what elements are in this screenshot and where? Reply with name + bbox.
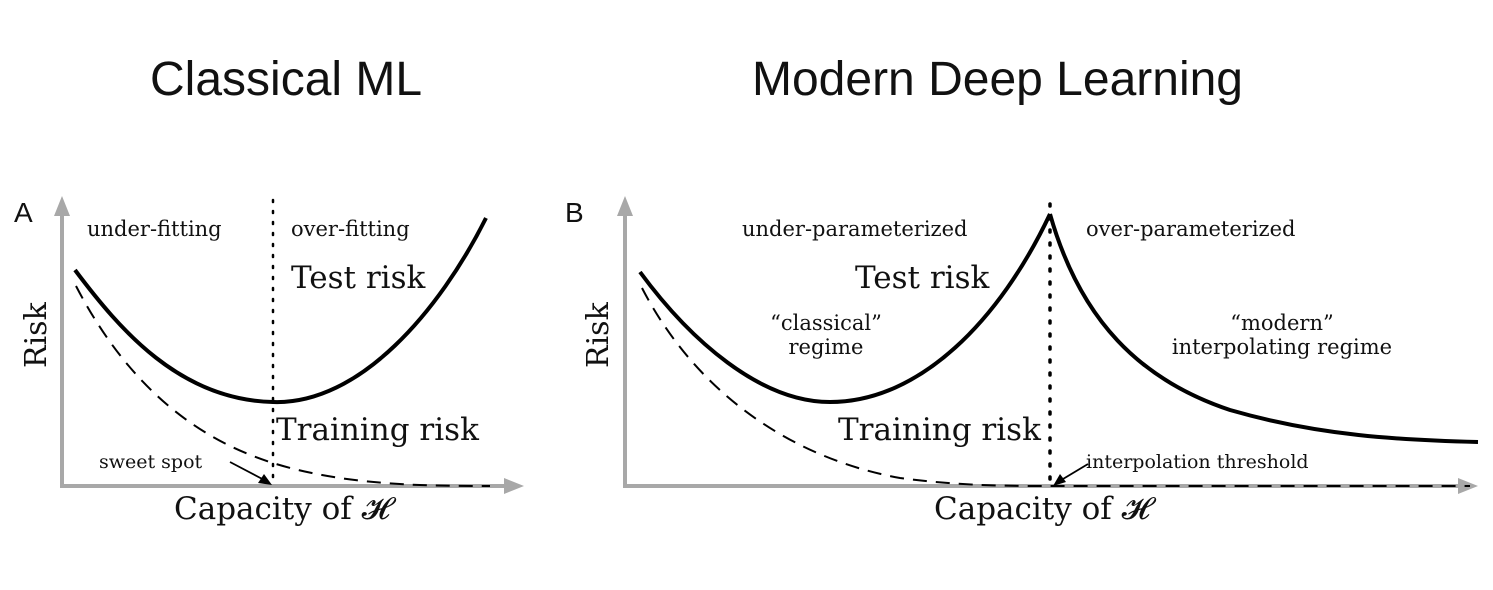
modern-deep-learning-heading: Modern Deep Learning xyxy=(752,53,1243,106)
panel-b-overparameterized-label: over-parameterized xyxy=(1086,217,1296,241)
panel-b-classical-regime-line2: regime xyxy=(789,335,864,359)
panel-a-x-axis-label: Capacity of 𝓗 xyxy=(174,491,397,527)
panel-a-overfitting-label: over-fitting xyxy=(291,217,410,241)
panel-b-training-risk-curve xyxy=(641,287,1470,487)
panel-b-test-risk-right-curve xyxy=(1048,213,1479,444)
panel-b-y-axis-arrowhead xyxy=(617,196,633,216)
panel-b-classical-regime-line1: “classical” xyxy=(770,311,882,335)
panel-b-interpolation-threshold-label: interpolation threshold xyxy=(1086,451,1309,473)
panel-b-y-axis-label: Risk xyxy=(581,301,616,368)
panel-a-sweet-spot-label: sweet spot xyxy=(99,451,203,473)
panel-a-y-axis-arrowhead xyxy=(54,196,70,216)
panel-a: A under-fitting over-fitting Test risk T… xyxy=(14,196,524,527)
panel-a-letter: A xyxy=(14,197,33,228)
panel-a-sweet-spot-arrowhead xyxy=(258,474,272,485)
panel-b-modern-regime-line2: interpolating regime xyxy=(1172,335,1392,359)
panel-a-training-risk-curve xyxy=(75,285,491,487)
panel-b-x-axis-label: Capacity of 𝓗 xyxy=(934,491,1157,527)
panel-b-underparameterized-label: under-parameterized xyxy=(742,217,967,241)
panel-a-y-axis-label: Risk xyxy=(19,301,54,368)
panel-b-letter: B xyxy=(565,197,584,228)
panel-a-underfitting-label: under-fitting xyxy=(87,217,222,241)
panel-b-modern-regime-line1: “modern” xyxy=(1230,311,1333,335)
panel-a-test-risk-curve xyxy=(73,217,488,405)
panel-a-test-risk-label: Test risk xyxy=(291,260,425,296)
panel-b-test-risk-left-curve xyxy=(638,213,1052,405)
panel-a-x-axis-arrowhead xyxy=(504,478,524,494)
classical-ml-heading: Classical ML xyxy=(150,53,423,106)
panel-a-training-risk-label: Training risk xyxy=(276,412,479,448)
panel-b-threshold-arrowhead xyxy=(1053,474,1066,486)
panel-b-training-risk-label: Training risk xyxy=(838,412,1041,448)
panel-b-test-risk-label: Test risk xyxy=(855,260,989,296)
panel-b: B under-parameterized over-parameterized… xyxy=(565,196,1479,527)
